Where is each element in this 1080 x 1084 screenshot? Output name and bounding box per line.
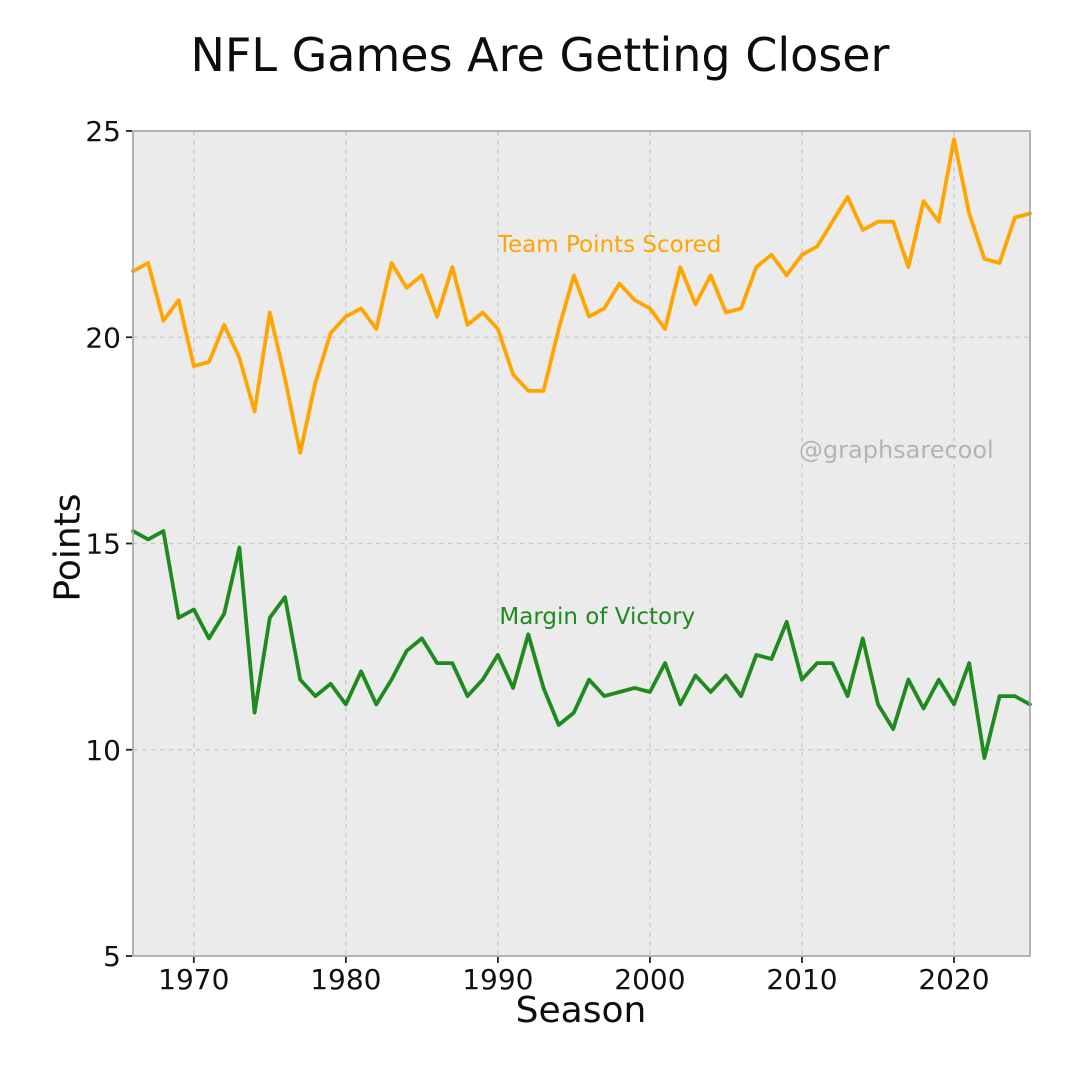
x-tick-label: 2020 [918, 963, 989, 996]
margin-of-victory-line [131, 529, 1032, 760]
watermark: @graphsarecool [798, 436, 994, 465]
y-tick-label: 25 [85, 115, 121, 148]
y-tick-label: 5 [103, 940, 121, 973]
y-tick-label: 20 [85, 321, 121, 354]
y-tick-label: 10 [85, 734, 121, 767]
chart-title: NFL Games Are Getting Closer [190, 28, 890, 82]
y-axis-label: Points [47, 493, 89, 602]
team-points-series-label: Team Points Scored [497, 232, 722, 259]
x-axis-label: Season [515, 990, 647, 1031]
x-tick-label: 1970 [158, 963, 229, 996]
x-tick-label: 1980 [310, 963, 381, 996]
x-tick-label: 1990 [462, 963, 533, 996]
axes-spines [132, 130, 1031, 957]
team-points-scored-line [131, 137, 1032, 455]
x-tick-label: 2010 [766, 963, 837, 996]
margin-of-victory-series-label: Margin of Victory [499, 604, 696, 631]
y-tick-label: 15 [85, 528, 121, 561]
x-tick-label: 2000 [614, 963, 685, 996]
